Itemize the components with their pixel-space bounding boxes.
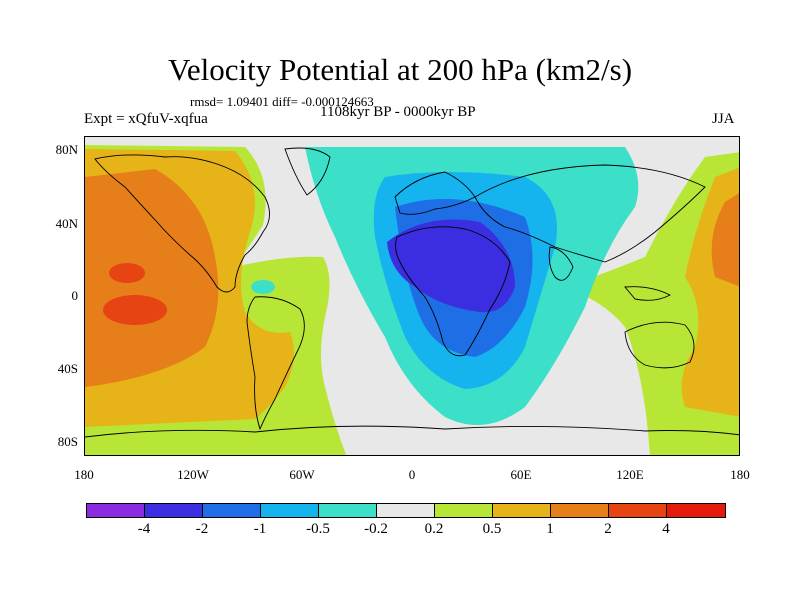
y-tick-label-0: 0: [71, 288, 79, 303]
colorbar-label: 2: [604, 521, 612, 537]
season-label: JJA: [712, 111, 735, 127]
colorbar-label: -2: [195, 521, 209, 537]
colorbar-label: 0.5: [482, 521, 502, 537]
x-tick-label-120e: 120E: [616, 467, 644, 482]
contour-negative-min: [387, 219, 515, 313]
colorbar-box: [551, 504, 609, 517]
coastlines: [85, 147, 739, 438]
colorbar-label: 1: [546, 521, 554, 537]
contour-max-west-1: [109, 263, 145, 283]
x-tick-label-120w: 120W: [177, 467, 209, 482]
contour-positive-high-east: [711, 193, 739, 287]
x-tick-label-0: 0: [408, 467, 416, 482]
map-panel: [84, 136, 740, 456]
colorbar-box: [435, 504, 493, 517]
colorbar-box: [377, 504, 435, 517]
map-title: Velocity Potential at 200 hPa (km2/s): [167, 52, 633, 87]
colorbar-box: [493, 504, 551, 517]
x-tick-label-60w: 60W: [289, 467, 315, 482]
colorbar-box: [319, 504, 377, 517]
colorbar-box: [667, 504, 725, 517]
x-tick-label-180e: 180: [730, 467, 750, 482]
y-tick-label-40n: 40N: [55, 216, 78, 231]
contour-caribbean-negative: [251, 280, 275, 294]
colorbar-box: [87, 504, 145, 517]
colorbar-box: [203, 504, 261, 517]
stats-text: rmsd= 1.09401 diff= -0.000124663: [190, 94, 374, 109]
contour-positive-high-west: [85, 169, 219, 387]
colorbar-box: [145, 504, 203, 517]
colorbar-label: -0.5: [306, 521, 330, 537]
colorbar-label: 0.2: [424, 521, 444, 537]
colorbar-label: 4: [662, 521, 670, 537]
period-label: 1108kyr BP - 0000kyr BP: [320, 104, 476, 120]
colorbar-label: -0.2: [364, 521, 388, 537]
y-tick-label-40s: 40S: [57, 361, 78, 376]
x-tick-label-180w: 180: [74, 467, 94, 482]
velocity-potential-field: [85, 137, 739, 455]
contour-max-west-2: [103, 295, 167, 325]
colorbar-box: [609, 504, 667, 517]
colorbar-label: -4: [137, 521, 151, 537]
x-tick-label-60e: 60E: [510, 467, 532, 482]
y-tick-label-80s: 80S: [57, 434, 78, 449]
colorbar: [86, 503, 726, 518]
experiment-label: Expt = xQfuV-xqfua: [84, 111, 208, 127]
colorbar-label: -1: [253, 521, 267, 537]
y-tick-label-80n: 80N: [55, 142, 78, 157]
colorbar-box: [261, 504, 319, 517]
